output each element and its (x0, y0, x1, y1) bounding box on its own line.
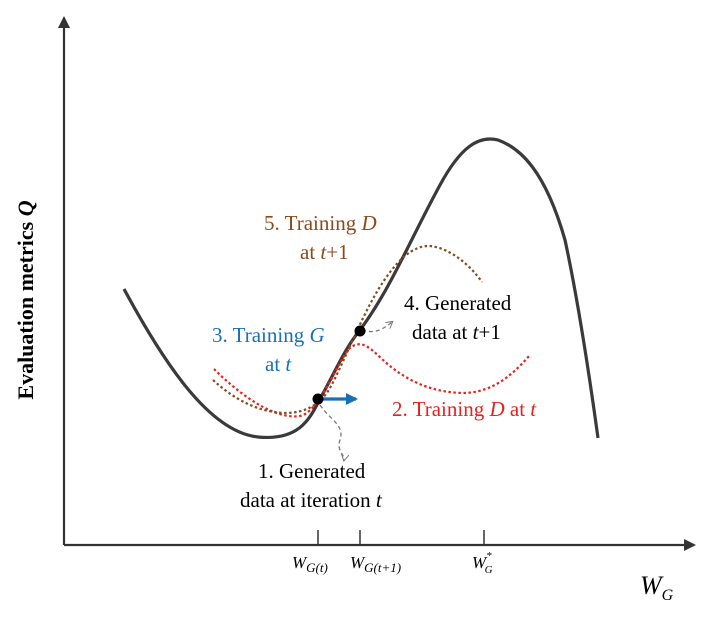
tick-label-w-g-t: WG(t) (292, 553, 328, 575)
step4-label: 4. Generated data at t+1 (404, 291, 517, 344)
step5-label: 5. Training D at t+1 (264, 211, 382, 264)
evaluation-curve (122, 137, 600, 440)
tick-label-w-g-star: W* G (472, 550, 493, 576)
tick-label-w-g-t1: WG(t+1) (350, 553, 401, 575)
point-w-g-t (312, 393, 324, 405)
step3-label: 3. Training G at t (212, 323, 330, 376)
step1-pointer-arrow (319, 404, 344, 460)
y-axis-label: Evaluation metrics Q (13, 200, 38, 399)
step2-label: 2. Training D at t (392, 397, 537, 421)
point-w-g-t1 (354, 325, 366, 337)
x-axis-label: WG (640, 571, 674, 604)
step1-label: 1. Generated data at iteration t (240, 459, 383, 512)
